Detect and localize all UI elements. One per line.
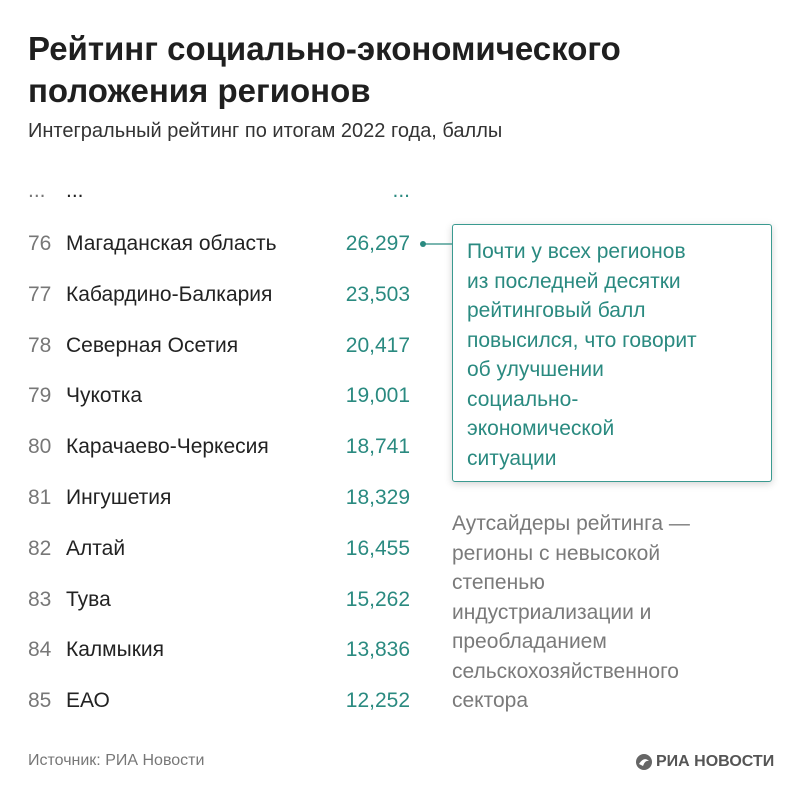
rank: 76 [28,232,52,255]
callout-line: экономической [467,417,615,440]
rank: 83 [28,587,52,611]
region-name: Кабардино-Балкария [66,282,273,306]
note-line: сектора [452,689,529,712]
rank: 78 [28,333,52,357]
region-name: Тува [66,587,111,611]
score: 20,417 [345,333,410,357]
callout-line: повысился, что говорит [467,328,697,352]
rank: 80 [28,435,52,459]
ellipsis: ... [392,179,410,202]
rank: 77 [28,282,52,306]
subtitle: Интегральный рейтинг по итогам 2022 года… [28,120,503,142]
region-name: Чукотка [66,384,143,408]
source: Источник: РИА Новости [28,752,205,769]
rank: 81 [28,486,52,509]
score: 16,455 [345,536,410,560]
score: 23,503 [345,282,410,306]
ellipsis: ... [66,179,84,202]
score: 18,329 [345,486,410,509]
callout-line: социально- [467,387,579,411]
score: 18,741 [345,435,410,459]
callout-box [452,224,772,482]
region-name: Карачаево-Черкесия [66,435,269,459]
title-line: Рейтинг социально-экономического [28,30,621,67]
region-name: Алтай [66,536,126,560]
callout-line: ситуации [467,446,557,470]
callout-line: рейтинговый балл [467,299,646,322]
region-name: ЕАО [66,689,110,713]
note-line: сельскохозяйственного [452,659,679,683]
region-name: Ингушетия [66,486,172,509]
logo-icon [636,754,652,770]
logo: РИА НОВОСТИ [656,753,775,770]
title-line: положения регионов [28,72,371,109]
note-line: индустриализации и [452,600,652,624]
rank: 82 [28,536,52,560]
score: 13,836 [345,638,410,662]
callout-line: об улучшении [467,358,604,381]
region-name: Магаданская область [66,232,277,255]
rank: 84 [28,638,52,662]
score: 15,262 [345,587,410,611]
rank: 85 [28,689,52,713]
callout-line: Почти у всех регионов [467,240,686,263]
note-line: степенью [452,571,545,594]
score: 12,252 [345,689,410,713]
region-name: Северная Осетия [66,333,239,357]
score: 19,001 [345,384,410,408]
note-line: преобладанием [452,630,607,653]
score: 26,297 [345,232,410,255]
rank: 79 [28,384,52,408]
callout-line: из последней десятки [467,269,681,293]
note-line: регионы с невысокой [452,541,661,565]
region-name: Калмыкия [66,638,164,662]
ellipsis: ... [28,179,46,202]
note-line: Аутсайдеры рейтинга — [452,512,690,535]
